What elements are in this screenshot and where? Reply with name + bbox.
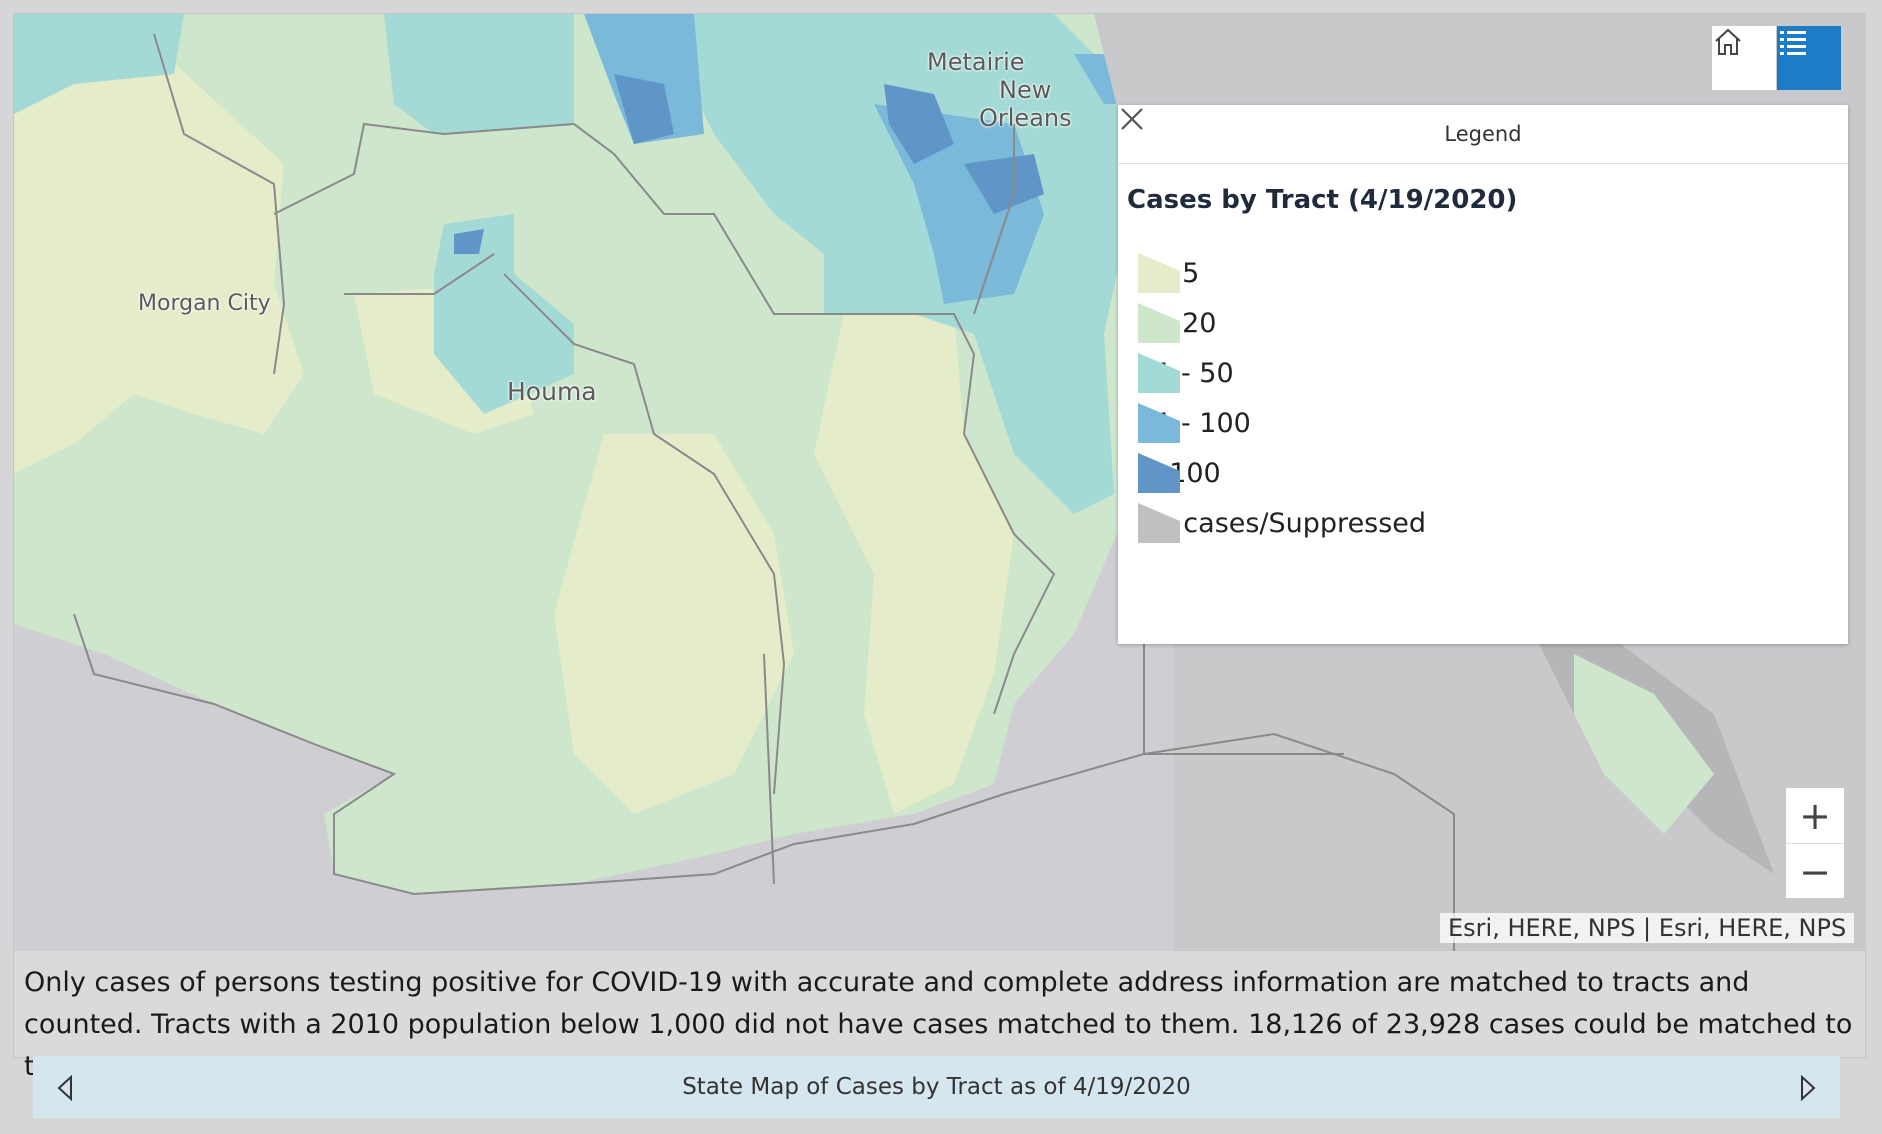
legend-swatch-shape — [1138, 253, 1180, 293]
zoom-in-button[interactable]: + — [1799, 793, 1831, 838]
legend-swatch — [1138, 403, 1180, 443]
next-arrow-icon[interactable] — [1794, 1074, 1820, 1102]
home-icon — [1715, 28, 1741, 55]
place-label-morgan-city: Morgan City — [138, 291, 271, 316]
legend-swatch — [1138, 353, 1180, 393]
legend-list-icon — [1780, 31, 1806, 55]
legend-swatch — [1138, 253, 1180, 293]
legend-swatch-shape — [1138, 453, 1180, 493]
map-view[interactable]: Metairie New Orleans Morgan City Houma — [14, 14, 1865, 951]
legend-item: No cases/Suppressed — [1138, 503, 1426, 543]
legend-panel: Legend Cases by Tract (4/19/2020) 1 - 5 … — [1118, 105, 1848, 644]
legend-item: > 100 — [1138, 453, 1221, 493]
home-button[interactable] — [1712, 26, 1776, 90]
legend-header-title: Legend — [1444, 122, 1522, 146]
legend-swatch-shape — [1138, 403, 1180, 443]
legend-toggle-button[interactable] — [1777, 26, 1841, 90]
place-label-metairie: Metairie — [927, 48, 1025, 76]
legend-swatch — [1138, 303, 1180, 343]
map-attribution: Esri, HERE, NPS | Esri, HERE, NPS — [1440, 913, 1855, 943]
map-description: Only cases of persons testing positive f… — [24, 967, 1853, 1082]
place-label-orleans: Orleans — [979, 104, 1072, 132]
legend-item: 6 - 20 — [1138, 303, 1216, 343]
story-navigation-bar: State Map of Cases by Tract as of 4/19/2… — [33, 1056, 1840, 1118]
legend-swatch-shape — [1138, 353, 1180, 393]
legend-item: 21 - 50 — [1138, 353, 1234, 393]
legend-swatch — [1138, 453, 1180, 493]
legend-header: Legend — [1118, 105, 1848, 164]
legend-item-label: No cases/Suppressed — [1138, 507, 1427, 539]
close-icon[interactable] — [1118, 105, 1146, 133]
legend-swatch — [1138, 503, 1180, 543]
legend-swatch-shape — [1138, 303, 1180, 343]
legend-item: 51 - 100 — [1138, 403, 1251, 443]
legend-swatch-shape — [1138, 503, 1180, 543]
nav-title: State Map of Cases by Tract as of 4/19/2… — [682, 1074, 1191, 1100]
zoom-control: + − — [1785, 787, 1845, 899]
legend-layer-title: Cases by Tract (4/19/2020) — [1127, 185, 1518, 215]
place-label-houma: Houma — [507, 377, 597, 406]
place-label-new: New — [999, 76, 1052, 104]
previous-arrow-icon[interactable] — [53, 1074, 79, 1102]
zoom-out-button[interactable]: − — [1799, 849, 1831, 894]
zoom-divider — [1786, 843, 1844, 844]
legend-item: 1 - 5 — [1138, 253, 1199, 293]
story-frame: Metairie New Orleans Morgan City Houma — [13, 13, 1866, 1082]
